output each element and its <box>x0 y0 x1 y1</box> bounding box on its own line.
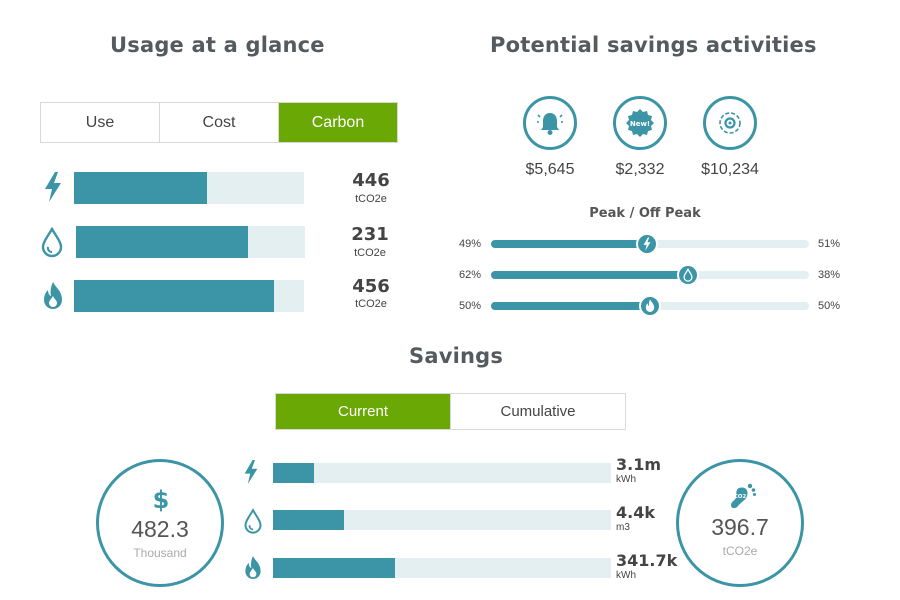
savings-unit: kWh <box>616 570 636 581</box>
savings-value: 341.7k <box>616 551 678 570</box>
savings-value: 4.4k <box>616 503 655 522</box>
usage-value: 231 <box>351 224 389 245</box>
tab-cumulative[interactable]: Cumulative <box>450 394 625 429</box>
new-badge-text: New! <box>630 120 650 128</box>
svg-text:$: $ <box>153 486 170 512</box>
savings-unit: m3 <box>616 522 630 533</box>
savings-value: 3.1m <box>616 455 662 474</box>
peak-slider-water[interactable] <box>491 264 809 286</box>
carbon-icon-text: CO2 <box>734 494 747 500</box>
savings-tabs: Current Cumulative <box>275 393 626 430</box>
usage-bar-fill <box>74 280 275 312</box>
water-icon <box>41 226 63 258</box>
usage-bar-gas <box>74 280 304 312</box>
peak-right-pct: 38% <box>818 269 841 281</box>
savings-unit: kWh <box>616 474 636 485</box>
usage-bar-water <box>76 226 305 258</box>
savings-title: Savings <box>409 344 504 368</box>
carbon-savings-unit: tCO2e <box>722 544 758 558</box>
usage-unit: tCO2e <box>354 247 386 259</box>
peak-slider-gas[interactable] <box>491 295 809 317</box>
peak-right-pct: 50% <box>818 300 841 312</box>
activity-amount: $5,645 <box>525 161 575 178</box>
water-icon[interactable] <box>677 264 700 286</box>
usage-bar-fill <box>76 226 248 258</box>
carbon-savings-value: 396.7 <box>711 514 769 540</box>
usage-unit: tCO2e <box>355 298 387 310</box>
peak-slider-electricity[interactable] <box>491 233 809 255</box>
savings-bar-fill <box>273 463 314 483</box>
gas-flame-icon <box>245 556 261 579</box>
usage-title: Usage at a glance <box>110 33 325 57</box>
usage-value: 446 <box>352 170 390 191</box>
electricity-icon <box>244 460 258 484</box>
usage-bar-electricity <box>74 172 304 204</box>
peak-left-pct: 62% <box>459 269 482 281</box>
savings-bar-water <box>273 510 611 530</box>
money-savings-circle: $ 482.3 Thousand <box>96 459 224 587</box>
tab-carbon[interactable]: Carbon <box>278 103 397 142</box>
carbon-savings-circle: CO2 396.7 tCO2e <box>676 459 804 587</box>
settings-target-icon[interactable] <box>703 96 757 150</box>
peak-slider-fill <box>491 271 689 279</box>
peak-left-pct: 50% <box>459 300 482 312</box>
electricity-icon[interactable] <box>635 233 658 255</box>
activity-amount: $2,332 <box>615 161 665 178</box>
usage-unit: tCO2e <box>355 193 387 205</box>
money-savings-unit: Thousand <box>133 546 187 560</box>
usage-value: 456 <box>352 276 390 297</box>
new-badge-icon[interactable]: New! <box>613 96 667 150</box>
potential-title: Potential savings activities <box>490 33 817 57</box>
tab-use[interactable]: Use <box>41 103 159 142</box>
peak-slider-fill <box>491 302 650 310</box>
usage-tabs: Use Cost Carbon <box>40 102 398 143</box>
gas-flame-icon[interactable] <box>639 295 661 317</box>
tab-cost[interactable]: Cost <box>159 103 278 142</box>
savings-bar-electricity <box>273 463 611 483</box>
peak-left-pct: 49% <box>459 238 482 250</box>
usage-bar-fill <box>74 172 208 204</box>
tab-current[interactable]: Current <box>276 394 450 429</box>
savings-bar-fill <box>273 510 344 530</box>
savings-bar-fill <box>273 558 395 578</box>
bell-alert-icon[interactable] <box>523 96 577 150</box>
electricity-icon <box>45 172 61 202</box>
gas-flame-icon <box>44 282 62 309</box>
money-savings-value: 482.3 <box>131 516 189 542</box>
peak-slider-fill <box>491 240 647 248</box>
peak-title: Peak / Off Peak <box>589 206 701 221</box>
activity-amount: $10,234 <box>701 161 759 178</box>
water-icon <box>244 508 262 534</box>
savings-bar-gas <box>273 558 611 578</box>
peak-right-pct: 51% <box>818 238 841 250</box>
carbon-footprint-icon: CO2 <box>731 483 756 509</box>
dollar-icon: $ <box>153 486 170 512</box>
